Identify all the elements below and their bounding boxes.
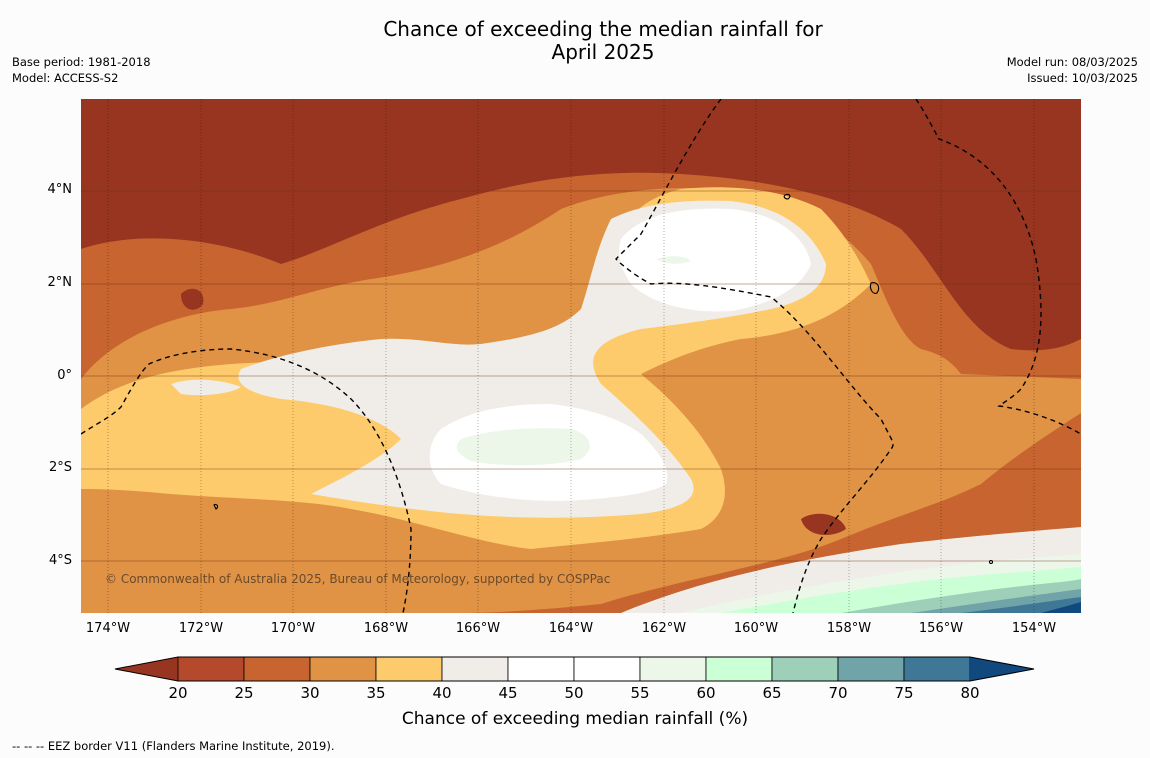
colorbar-cell [705,656,773,682]
cbar-tick-60: 60 [696,684,716,702]
cbar-tick-45: 45 [498,684,518,702]
map-svg [81,99,1081,613]
lon-tick-156w: 156°W [918,621,964,636]
band-pocket-20-25-a [181,288,204,310]
lat-tick-4n: 4°N [47,182,73,197]
colorbar-cell [639,656,707,682]
lon-tick-154w: 154°W [1011,621,1057,636]
cbar-tick-80: 80 [960,684,980,702]
cbar-tick-75: 75 [894,684,914,702]
colorbar-cell [573,656,641,682]
eez-border-east [915,99,1081,435]
band-55-60-north [656,256,691,264]
eez-borders [81,99,1081,613]
colorbar-outline [114,656,1035,682]
eez-border-west [81,348,412,613]
cbar-tick-25: 25 [234,684,254,702]
lat-tick-2n: 2°N [47,275,73,290]
meta-left: Base period: 1981-2018 Model: ACCESS-S2 [12,54,151,86]
chart-title: Chance of exceeding the median rainfall … [0,18,1150,64]
cbar-tick-30: 30 [300,684,320,702]
colorbar-cell [441,656,509,682]
cbar-tick-40: 40 [432,684,452,702]
band-se-75-80 [961,597,1081,613]
lon-tick-174w: 174°W [85,621,131,636]
cbar-tick-55: 55 [630,684,650,702]
band-se-80-plus [1041,602,1081,613]
colorbar-cell [309,656,377,682]
lon-tick-158w: 158°W [826,621,872,636]
island-d [988,559,994,565]
band-pocket-20-25-c [801,513,846,535]
band-55-60 [456,428,590,466]
lon-tick-166w: 166°W [455,621,501,636]
lon-tick-172w: 172°W [178,621,224,636]
cbar-tick-50: 50 [564,684,584,702]
colorbar-extend-low [115,657,178,681]
lat-tick-0: 0° [57,368,72,383]
lon-tick-160w: 160°W [733,621,779,636]
copyright-notice: © Commonwealth of Australia 2025, Bureau… [105,572,611,586]
island-a [869,282,880,294]
rainfall-map [81,99,1081,613]
colorbar [114,656,1035,682]
colorbar-label: Chance of exceeding median rainfall (%) [401,709,749,729]
meta-right: Model run: 08/03/2025 Issued: 10/03/2025 [1007,54,1138,86]
cbar-tick-70: 70 [828,684,848,702]
eez-footnote: -- -- -- EEZ border V11 (Flanders Marine… [12,739,335,753]
lon-tick-164w: 164°W [548,621,594,636]
cbar-tick-20: 20 [168,684,188,702]
lat-tick-2s: 2°S [48,460,72,475]
band-45-55 [619,208,811,312]
lon-tick-162w: 162°W [641,621,687,636]
colorbar-cell [375,656,443,682]
cbar-tick-35: 35 [366,684,386,702]
cbar-tick-65: 65 [762,684,782,702]
model-run: Model run: 08/03/2025 [1006,55,1138,69]
lon-tick-168w: 168°W [363,621,409,636]
colorbar-cells [115,656,1034,682]
issued-date: Issued: 10/03/2025 [1027,71,1138,85]
island-b [783,193,791,200]
model-name: Model: ACCESS-S2 [12,71,119,85]
base-period: Base period: 1981-2018 [12,55,151,69]
colorbar-cell [177,656,245,682]
lon-tick-170w: 170°W [270,621,316,636]
title-line-1: Chance of exceeding the median rainfall … [383,17,823,41]
colorbar-cell [507,656,575,682]
island-c [213,503,219,510]
lat-tick-4s: 4°S [48,553,72,568]
colorbar-cell [837,656,905,682]
eez-border-central [615,99,894,613]
band-pocket-25-30-b [101,249,183,270]
graticule [81,190,1081,562]
colorbar-cell [243,656,311,682]
colorbar-cell [771,656,839,682]
colorbar-extend-high [970,657,1034,681]
title-line-2: April 2025 [551,40,655,64]
band-40-45-pocket [171,379,241,396]
islands [213,193,994,565]
colorbar-cell [903,656,971,682]
